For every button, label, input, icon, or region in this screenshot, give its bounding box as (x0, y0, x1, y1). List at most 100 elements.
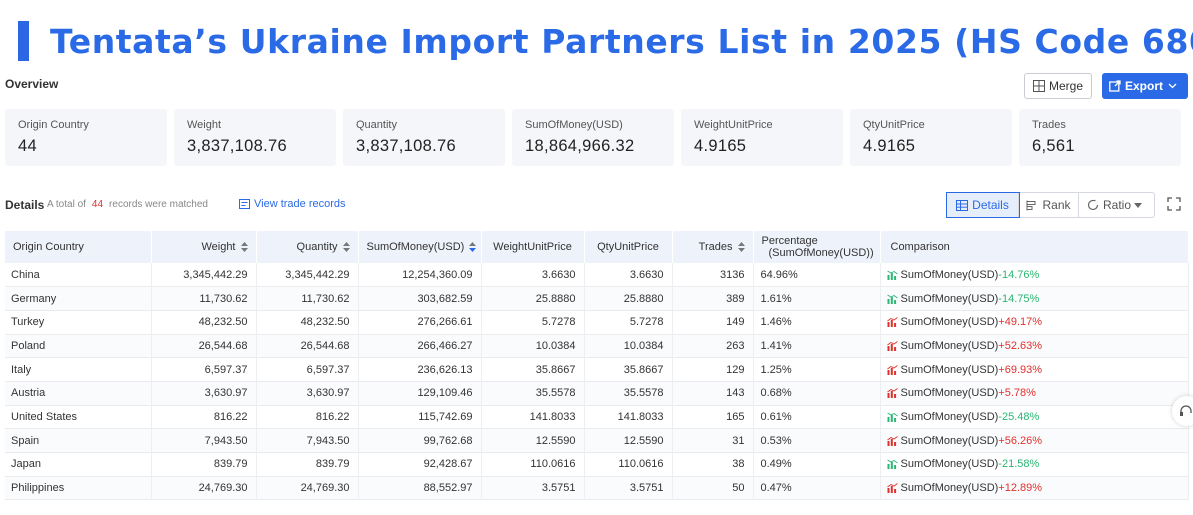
export-button-label: Export (1124, 79, 1163, 93)
cell-country: Poland (5, 334, 152, 358)
card-weight: Weight 3,837,108.76 (174, 109, 336, 166)
export-button[interactable]: Export (1102, 73, 1188, 99)
rank-icon (1026, 200, 1036, 210)
cell-trades: 50 (672, 476, 754, 500)
table-row[interactable]: Philippines 24,769.30 24,769.30 88,552.97 3.… (5, 476, 1189, 500)
comparison-label: SumOfMoney(USD) (900, 458, 999, 471)
cell-percentage: 0.53% (753, 428, 881, 453)
cell-qty-unit-price: 3.6630 (584, 263, 673, 287)
cell-sum-of-money: 88,552.97 (358, 476, 482, 500)
records-matched-text: A total of 44 records were matched (47, 199, 208, 210)
records-count: 44 (91, 199, 104, 210)
tab-ratio-label: Ratio (1102, 198, 1131, 212)
table-row[interactable]: Poland 26,544.68 26,544.68 266,466.27 10.038… (5, 334, 1189, 358)
cell-quantity: 7,943.50 (256, 428, 359, 453)
cell-weight: 3,630.97 (151, 381, 257, 406)
table-row[interactable]: Austria 3,630.97 3,630.97 129,109.46 35.5578… (5, 381, 1189, 406)
table-row[interactable]: China 3,345,442.29 3,345,442.29 12,254,360.… (5, 263, 1189, 287)
tab-details[interactable]: Details (946, 192, 1020, 218)
cell-sum-of-money: 115,742.69 (358, 405, 482, 429)
cell-trades: 3136 (672, 263, 754, 287)
cell-qty-unit-price: 110.0616 (584, 452, 673, 477)
cell-trades: 143 (672, 381, 754, 406)
table-icon (956, 199, 969, 211)
cell-quantity: 11,730.62 (256, 286, 359, 311)
cell-quantity: 48,232.50 (256, 310, 359, 335)
cell-percentage: 1.61% (753, 286, 881, 311)
card-label: Origin Country (18, 119, 89, 131)
card-origin-country: Origin Country 44 (5, 109, 167, 166)
title-accent-bar (18, 21, 29, 61)
cell-qty-unit-price: 5.7278 (584, 310, 673, 335)
cell-weight-unit-price: 3.6630 (481, 263, 585, 287)
col-quantity[interactable]: Quantity (256, 231, 359, 263)
cell-comparison: SumOfMoney(USD)+49.17% (880, 310, 1189, 335)
cell-qty-unit-price: 141.8033 (584, 405, 673, 429)
cell-comparison: SumOfMoney(USD)+5.78% (880, 381, 1189, 406)
comparison-label: SumOfMoney(USD) (900, 387, 999, 400)
cell-comparison: SumOfMoney(USD)+56.26% (880, 428, 1189, 453)
cell-qty-unit-price: 10.0384 (584, 334, 673, 358)
cell-country: Philippines (5, 476, 152, 500)
tab-rank[interactable]: Rank (1019, 193, 1079, 217)
card-value: 3,837,108.76 (356, 137, 456, 155)
table-row[interactable]: Turkey 48,232.50 48,232.50 276,266.61 5.7278… (5, 310, 1189, 335)
view-link-label: View trade records (254, 198, 346, 210)
cell-sum-of-money: 12,254,360.09 (358, 263, 482, 287)
cell-comparison: SumOfMoney(USD)-25.48% (880, 405, 1189, 429)
fullscreen-icon[interactable] (1167, 197, 1181, 211)
sort-icon[interactable] (240, 242, 248, 253)
ratio-icon (1087, 199, 1099, 211)
col-trades[interactable]: Trades (672, 231, 754, 263)
cell-weight: 816.22 (151, 405, 257, 429)
overview-heading: Overview (5, 77, 59, 91)
card-quantity: Quantity 3,837,108.76 (343, 109, 505, 166)
view-mode-switch: Details Rank Ratio (946, 192, 1155, 218)
comparison-change: +69.93% (998, 363, 1043, 376)
cell-sum-of-money: 303,682.59 (358, 286, 482, 311)
cell-weight-unit-price: 141.8033 (481, 405, 585, 429)
merge-button-label: Merge (1048, 79, 1083, 93)
cell-percentage: 0.68% (753, 381, 881, 406)
table-row[interactable]: Japan 839.79 839.79 92,428.67 110.0616 110.06… (5, 452, 1189, 477)
chevron-down-icon (1168, 83, 1177, 89)
cell-percentage: 1.46% (753, 310, 881, 335)
card-label: QtyUnitPrice (863, 119, 925, 131)
merge-button[interactable]: Merge (1024, 73, 1092, 99)
table-row[interactable]: Spain 7,943.50 7,943.50 99,762.68 12.5590 12.… (5, 428, 1189, 453)
card-value: 44 (18, 137, 37, 155)
trend-up-icon (886, 364, 898, 375)
sort-icon[interactable] (737, 242, 745, 253)
tab-ratio[interactable]: Ratio (1079, 193, 1154, 217)
sort-desc-icon[interactable] (469, 242, 477, 253)
col-weight[interactable]: Weight (151, 231, 257, 263)
col-label: WeightUnitPrice (493, 241, 572, 253)
cell-weight: 11,730.62 (151, 286, 257, 311)
table-row[interactable]: Italy 6,597.37 6,597.37 236,626.13 35.8667 35… (5, 357, 1189, 382)
trend-up-icon (886, 483, 898, 494)
cell-weight-unit-price: 25.8880 (481, 286, 585, 311)
card-label: WeightUnitPrice (694, 119, 773, 131)
card-weight-unit-price: WeightUnitPrice 4.9165 (681, 109, 843, 166)
sort-icon[interactable] (342, 242, 350, 253)
cell-comparison: SumOfMoney(USD)+52.63% (880, 334, 1189, 358)
floating-help-button[interactable] (1172, 396, 1193, 426)
meta-prefix: A total of (47, 199, 86, 210)
cell-weight-unit-price: 35.5578 (481, 381, 585, 406)
comparison-change: +52.63% (998, 339, 1043, 352)
cell-weight-unit-price: 3.5751 (481, 476, 585, 500)
table-row[interactable]: United States 816.22 816.22 115,742.69 141.8… (5, 405, 1189, 429)
cell-trades: 149 (672, 310, 754, 335)
cell-percentage: 0.47% (753, 476, 881, 500)
cell-percentage: 64.96% (753, 263, 881, 287)
details-heading: Details (5, 198, 45, 212)
table-row[interactable]: Germany 11,730.62 11,730.62 303,682.59 25.88… (5, 286, 1189, 311)
cell-quantity: 3,345,442.29 (256, 263, 359, 287)
view-trade-records-link[interactable]: View trade records (239, 198, 346, 210)
cell-country: Spain (5, 428, 152, 453)
card-trades: Trades 6,561 (1019, 109, 1181, 166)
comparison-label: SumOfMoney(USD) (900, 410, 999, 423)
col-sum-of-money[interactable]: SumOfMoney(USD) (358, 231, 482, 263)
comparison-change: -14.75% (998, 292, 1040, 305)
col-label: Trades (698, 241, 733, 253)
